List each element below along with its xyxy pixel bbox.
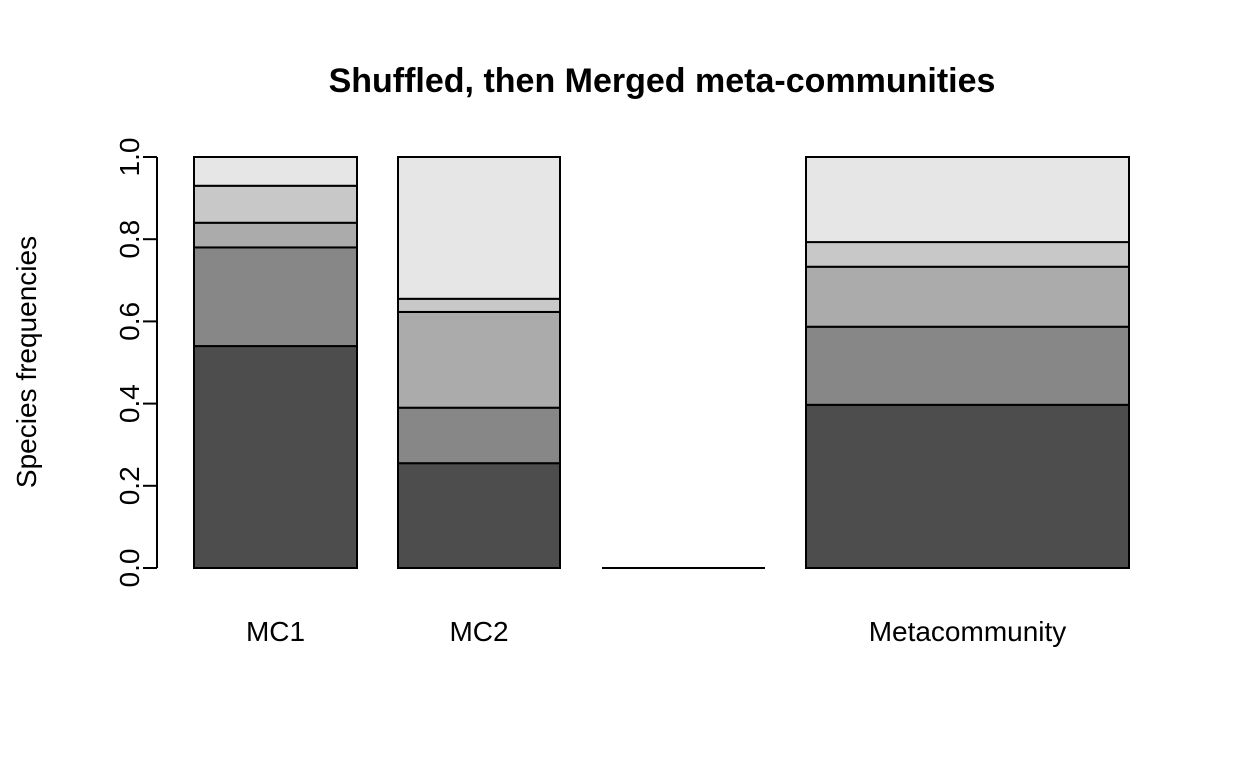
bars-group <box>193 156 1130 570</box>
y-tick-label: 0.8 <box>114 220 145 259</box>
y-tick-label: 1.0 <box>114 138 145 177</box>
y-tick-label: 0.4 <box>114 384 145 423</box>
y-tick-label: 0.0 <box>114 549 145 588</box>
bar-segment <box>193 345 358 569</box>
bar-segment <box>193 246 358 348</box>
bar-segment <box>397 406 561 465</box>
x-category-label: Metacommunity <box>869 616 1067 647</box>
bar-segment <box>397 156 561 300</box>
bar-segment <box>397 462 561 570</box>
bar-segment <box>193 221 358 249</box>
bar-segment <box>193 184 358 224</box>
bar-segment <box>397 297 561 313</box>
y-tick-label: 0.2 <box>114 466 145 505</box>
x-axis-labels: MC1 MC2 Metacommunity <box>246 616 1066 647</box>
x-category-label: MC1 <box>246 616 305 647</box>
y-axis-label: Species frequencies <box>11 236 42 488</box>
x-category-label: MC2 <box>449 616 508 647</box>
bar-segment <box>397 310 561 409</box>
bar-segment <box>193 156 358 187</box>
y-tick-label: 0.6 <box>114 302 145 341</box>
bar-segment <box>805 403 1130 570</box>
bar-segment <box>805 325 1130 406</box>
chart-title: Shuffled, then Merged meta-communities <box>329 62 996 100</box>
y-axis: 0.0 0.2 0.4 0.6 0.8 1.0 <box>114 138 158 588</box>
bar-segment <box>805 265 1130 328</box>
bar-segment <box>805 241 1130 268</box>
bar-segment <box>805 156 1130 244</box>
